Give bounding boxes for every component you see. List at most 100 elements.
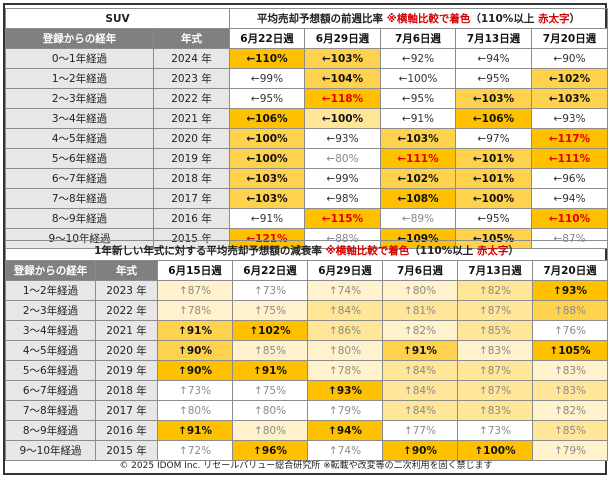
ratio-cell: ↑91% <box>157 320 233 341</box>
ratio-cell: ↑78% <box>307 360 383 381</box>
model-year: 2020 年 <box>95 340 158 361</box>
ratio-cell: ←100% <box>380 68 456 89</box>
ratio-cell: ↑85% <box>531 420 609 441</box>
elapsed-label: 8～9年経過 <box>5 420 96 441</box>
ratio-cell: ←99% <box>229 68 305 89</box>
elapsed-label: 4～5年経過 <box>5 340 96 361</box>
table-row: 0～1年経過 2024 年 ←110% ←103% ←92% ←94% ←90% <box>5 48 608 69</box>
col-header-year: 年式 <box>95 260 158 281</box>
ratio-cell: ↑94% <box>307 420 383 441</box>
ratio-cell: ←98% <box>304 188 381 209</box>
ratio-cell: ↑84% <box>382 360 458 381</box>
ratio-cell: ←111% <box>531 148 608 169</box>
ratio-cell: ↑96% <box>232 440 308 461</box>
ratio-cell: ↑85% <box>232 340 308 361</box>
table1-title-note1: ※横軸比較で着色 <box>386 13 471 25</box>
week-header: 6月15日週 <box>157 260 233 281</box>
ratio-cell: ↑79% <box>307 400 383 421</box>
ratio-cell: ←93% <box>531 108 608 129</box>
table2-title-main: 1年新しい年式に対する平均売却予想額の減衰率 <box>94 245 322 257</box>
model-year: 2022 年 <box>153 88 230 109</box>
ratio-cell: ↑74% <box>307 440 383 461</box>
ratio-cell: ↑87% <box>457 360 533 381</box>
ratio-cell: ↑75% <box>232 380 308 401</box>
ratio-cell: ↑91% <box>382 340 458 361</box>
table-row: 6～7年経過 2018 年 ←103% ←99% ←102% ←101% ←96% <box>5 168 608 189</box>
ratio-cell: ↑85% <box>457 320 533 341</box>
ratio-cell: ↑80% <box>232 420 308 441</box>
ratio-cell: ↑100% <box>457 440 533 461</box>
table-row: 8～9年経過 2016 年 ↑91% ↑80% ↑94% ↑77% ↑73% ↑85% <box>5 420 609 441</box>
col-header-elapsed: 登録からの経年 <box>5 260 96 281</box>
table-row: 3～4年経過 2021 年 ↑91% ↑102% ↑86% ↑82% ↑85% ↑76% <box>5 320 609 341</box>
week-header: 6月29日週 <box>304 28 381 49</box>
table-row: 1～2年経過 2023 年 ↑87% ↑73% ↑74% ↑80% ↑82% ↑93% <box>5 280 609 301</box>
ratio-cell: ←95% <box>455 68 532 89</box>
ratio-cell: ←92% <box>380 48 456 69</box>
ratio-cell: ←95% <box>455 208 532 229</box>
ratio-cell: ←93% <box>304 128 381 149</box>
ratio-cell: ↑82% <box>382 320 458 341</box>
ratio-cell: ↑84% <box>382 400 458 421</box>
ratio-cell: ↑91% <box>232 360 308 381</box>
week-header: 6月22日週 <box>229 28 305 49</box>
ratio-cell: ←103% <box>229 168 305 189</box>
ratio-cell: ↑78% <box>157 300 233 321</box>
elapsed-label: 6～7年経過 <box>5 380 96 401</box>
table-row: 2～3年経過 2022 年 ↑78% ↑75% ↑84% ↑81% ↑87% ↑88% <box>5 300 609 321</box>
model-year: 2021 年 <box>153 108 230 129</box>
ratio-cell: ↑105% <box>531 340 609 361</box>
ratio-cell: ↑93% <box>531 280 609 301</box>
ratio-cell: ↑82% <box>457 280 533 301</box>
ratio-cell: ←106% <box>455 108 532 129</box>
weekly-ratio-table: SUV 平均売却予想額の前週比率 ※横軸比較で着色（110%以上 赤太字） 登録… <box>5 8 608 249</box>
elapsed-label: 2～3年経過 <box>5 88 154 109</box>
ratio-cell: ↑81% <box>382 300 458 321</box>
ratio-cell: ←91% <box>380 108 456 129</box>
ratio-cell: ↑102% <box>232 320 308 341</box>
ratio-cell: ↑87% <box>457 380 533 401</box>
table1-title: 平均売却予想額の前週比率 ※横軸比較で着色（110%以上 赤太字） <box>229 8 608 29</box>
week-header: 7月20日週 <box>531 28 608 49</box>
ratio-cell: ←94% <box>455 48 532 69</box>
ratio-cell: ↑73% <box>457 420 533 441</box>
col-header-elapsed: 登録からの経年 <box>5 28 154 49</box>
model-year: 2019 年 <box>153 148 230 169</box>
elapsed-label: 7～8年経過 <box>5 400 96 421</box>
model-year: 2022 年 <box>95 300 158 321</box>
ratio-cell: ←111% <box>380 148 456 169</box>
ratio-cell: ↑91% <box>157 420 233 441</box>
week-header: 6月29日週 <box>307 260 383 281</box>
ratio-cell: ↑88% <box>531 300 609 321</box>
ratio-cell: ←97% <box>455 128 532 149</box>
ratio-cell: ←80% <box>304 148 381 169</box>
table2-title-note4: ） <box>508 245 519 257</box>
ratio-cell: ↑83% <box>457 340 533 361</box>
ratio-cell: ←102% <box>531 68 608 89</box>
ratio-cell: ↑87% <box>157 280 233 301</box>
table1-title-note3: 赤太字 <box>537 13 570 25</box>
model-year: 2023 年 <box>153 68 230 89</box>
model-year: 2016 年 <box>95 420 158 441</box>
ratio-cell: ←95% <box>380 88 456 109</box>
ratio-cell: ↑80% <box>157 400 233 421</box>
ratio-cell: ←89% <box>380 208 456 229</box>
ratio-cell: ←91% <box>229 208 305 229</box>
elapsed-label: 1～2年経過 <box>5 280 96 301</box>
elapsed-label: 9～10年経過 <box>5 440 96 461</box>
ratio-cell: ←99% <box>304 168 381 189</box>
elapsed-label: 3～4年経過 <box>5 320 96 341</box>
ratio-cell: ←101% <box>455 168 532 189</box>
table2-title-note2: （110%以上 <box>409 245 474 257</box>
table2-title-note3: 赤太字 <box>476 245 509 257</box>
ratio-cell: ↑83% <box>457 400 533 421</box>
week-header: 7月13日週 <box>457 260 533 281</box>
ratio-cell: ←101% <box>455 148 532 169</box>
ratio-cell: ←108% <box>380 188 456 209</box>
model-year: 2018 年 <box>153 168 230 189</box>
ratio-cell: ↑86% <box>307 320 383 341</box>
elapsed-label: 6～7年経過 <box>5 168 154 189</box>
elapsed-label: 8～9年経過 <box>5 208 154 229</box>
ratio-cell: ↑84% <box>382 380 458 401</box>
ratio-cell: ←103% <box>531 88 608 109</box>
